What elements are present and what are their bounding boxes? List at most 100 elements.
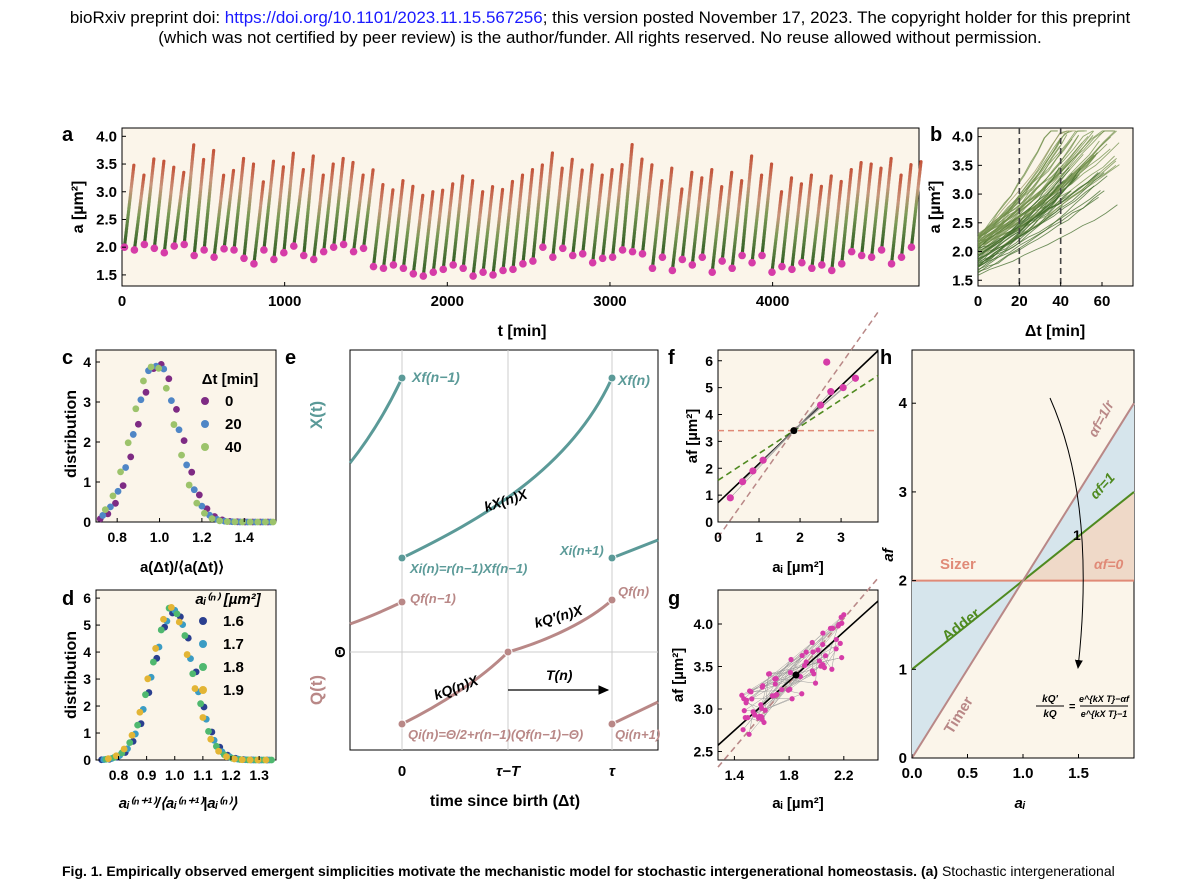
cell-cycle-trace bbox=[591, 173, 604, 265]
doi-link[interactable]: https://doi.org/10.1101/2023.11.15.56725… bbox=[224, 8, 543, 27]
data-point bbox=[749, 696, 755, 702]
distribution-point bbox=[262, 518, 269, 526]
distribution-point bbox=[109, 492, 117, 500]
trajectory-link bbox=[741, 644, 823, 696]
x-tick-label: 3 bbox=[837, 529, 845, 545]
division-point bbox=[389, 261, 398, 269]
formula-rhs-den: e^{kX T}−1 bbox=[1081, 709, 1128, 719]
panel-c-plot: 0.8 1.0 1.2 1.4 0 1 2 3 4 Δt [min] 0 20 40 bbox=[83, 354, 277, 545]
y-tick-label: 3.0 bbox=[96, 184, 117, 201]
division-point bbox=[260, 246, 268, 254]
panel-e-theta: Θ bbox=[332, 646, 349, 658]
division-point bbox=[778, 262, 786, 271]
division-point bbox=[170, 242, 179, 250]
x-tick-label: 1.5 bbox=[1068, 765, 1089, 782]
division-point bbox=[558, 244, 567, 253]
svg-text:=: = bbox=[1069, 701, 1075, 713]
distribution-point bbox=[101, 506, 109, 514]
panel-d-xlabel: aᵢ⁽ⁿ⁺¹⁾/⟨aᵢ⁽ⁿ⁺¹⁾|aᵢ⁽ⁿ⁾⟩ bbox=[119, 795, 238, 812]
division-point bbox=[369, 262, 378, 271]
y-tick-label: 3.5 bbox=[952, 157, 973, 174]
distribution-point bbox=[262, 756, 270, 764]
cell-cycle-trace bbox=[371, 181, 385, 269]
legend-marker bbox=[201, 397, 209, 405]
panel-b-xlabel: Δt [min] bbox=[1025, 323, 1085, 340]
division-point bbox=[459, 264, 467, 273]
alpha-arrow bbox=[1049, 397, 1084, 669]
growth-trajectory bbox=[977, 130, 1058, 238]
legend-marker bbox=[199, 686, 207, 694]
x-tick-label: 0.0 bbox=[902, 765, 923, 782]
distribution-point bbox=[119, 482, 127, 490]
division-point bbox=[299, 251, 308, 260]
y-tick-label: 3 bbox=[705, 433, 713, 449]
cell-cycle-trace bbox=[760, 162, 774, 258]
division-point bbox=[130, 246, 139, 254]
data-point bbox=[758, 702, 764, 708]
distribution-point bbox=[140, 377, 147, 385]
data-point bbox=[822, 653, 829, 659]
division-point bbox=[698, 253, 707, 261]
division-point bbox=[529, 257, 537, 265]
division-point bbox=[270, 255, 278, 264]
legend-label: 40 bbox=[225, 439, 242, 456]
panel-a-ylabel: a [µm²] bbox=[70, 181, 87, 234]
cell-cycle-trace bbox=[541, 151, 555, 249]
x-tick-label: 0 bbox=[118, 293, 126, 310]
growth-trajectory bbox=[977, 185, 1095, 273]
distribution-point bbox=[137, 396, 145, 404]
x-tick-label: 3000 bbox=[593, 293, 626, 310]
panel-d-frame bbox=[95, 589, 277, 761]
cell-cycle-trace bbox=[351, 173, 365, 254]
legend-label: 20 bbox=[225, 416, 242, 433]
division-point bbox=[818, 261, 826, 269]
distribution-point bbox=[120, 745, 128, 753]
distribution-point bbox=[238, 756, 246, 764]
division-point bbox=[339, 240, 348, 249]
distribution-point bbox=[254, 518, 262, 526]
trajectory-link bbox=[793, 391, 832, 431]
panel-a-xlabel: t [min] bbox=[498, 323, 547, 340]
panel-f-plot: 0 1 2 3 0 1 2 3 4 5 6 bbox=[705, 311, 879, 545]
cell-cycle-trace bbox=[411, 192, 425, 276]
distribution-point bbox=[144, 675, 152, 683]
y-tick-label: 3 bbox=[899, 484, 907, 501]
e-tick-tau: τ bbox=[609, 763, 616, 780]
data-point bbox=[838, 614, 844, 620]
panel-h-plot: 0.0 0.5 1.0 1.5 0 1 2 3 4 bbox=[899, 395, 1135, 782]
distribution-point bbox=[207, 735, 215, 743]
x-tick-label: 1.0 bbox=[150, 529, 170, 545]
cell-cycle-trace bbox=[192, 156, 206, 258]
cell-cycle-trace bbox=[262, 159, 276, 252]
cell-cycle-trace bbox=[272, 165, 286, 261]
division-point bbox=[379, 264, 388, 273]
panel-g-plot: 1.4 1.8 2.2 2.5 3.0 3.5 4.0 bbox=[694, 577, 879, 783]
cell-cycle-trace bbox=[750, 173, 764, 265]
x-tick-label: 1 bbox=[755, 529, 763, 545]
y-tick-label: 1 bbox=[83, 725, 91, 741]
distribution-point bbox=[142, 388, 150, 396]
division-point bbox=[359, 244, 368, 253]
cell-cycle-trace bbox=[571, 167, 584, 258]
timer-line bbox=[717, 311, 879, 538]
distribution-point bbox=[132, 405, 140, 413]
x-tick-label: 1.2 bbox=[221, 767, 241, 783]
y-tick-label: 6 bbox=[83, 590, 91, 606]
distribution-point bbox=[126, 739, 134, 747]
distribution-point bbox=[167, 604, 175, 611]
cell-cycle-trace bbox=[122, 162, 136, 249]
y-tick-label: 1.5 bbox=[96, 267, 117, 284]
growth-trajectory bbox=[977, 140, 1100, 253]
division-point bbox=[150, 244, 159, 253]
y-tick-label: 0 bbox=[899, 750, 907, 767]
cell-cycle-trace bbox=[461, 179, 475, 270]
division-point bbox=[618, 246, 627, 254]
x-tick-label: 0.5 bbox=[957, 765, 978, 782]
trajectory-link bbox=[758, 673, 770, 719]
trajectory-link bbox=[761, 617, 842, 720]
y-tick-label: 0 bbox=[83, 514, 91, 530]
x-tick-label: 1.3 bbox=[249, 767, 269, 783]
x-curve-prev bbox=[348, 377, 404, 464]
cell-cycle-trace bbox=[531, 162, 545, 263]
y-tick-label: 4.0 bbox=[96, 128, 117, 145]
